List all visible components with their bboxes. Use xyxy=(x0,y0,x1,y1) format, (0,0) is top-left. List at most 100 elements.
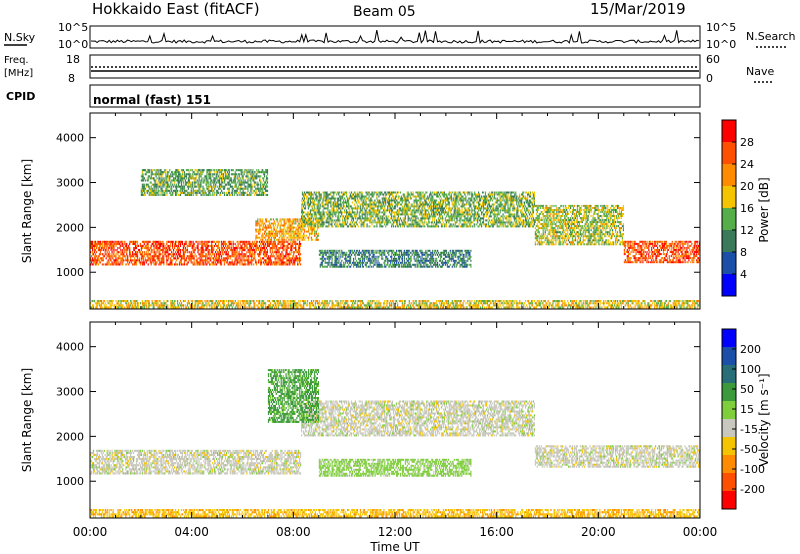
echo-cell xyxy=(399,209,401,212)
echo-cell xyxy=(389,199,391,202)
echo-cell xyxy=(135,261,138,264)
echo-cell xyxy=(141,244,143,247)
echo-cell xyxy=(444,217,446,220)
echo-cell xyxy=(321,257,323,260)
echo-cell xyxy=(458,207,460,210)
echo-cell xyxy=(440,211,443,214)
echo-cell xyxy=(332,203,334,206)
echo-cell xyxy=(330,211,332,214)
echo-cell xyxy=(373,221,375,224)
echo-cell xyxy=(478,215,480,218)
echo-cell xyxy=(453,213,455,216)
echo-cell xyxy=(453,191,455,194)
echo-cell xyxy=(323,251,325,254)
echo-cell xyxy=(448,205,450,208)
echo-cell xyxy=(506,211,508,214)
echo-cell xyxy=(200,249,202,252)
echo-cell xyxy=(415,217,417,220)
echo-cell xyxy=(427,223,429,226)
echo-cell xyxy=(318,195,320,198)
echo-cell xyxy=(362,217,364,220)
echo-cell xyxy=(393,199,396,202)
echo-cell xyxy=(276,244,278,247)
echo-cell xyxy=(266,257,268,260)
echo-cell xyxy=(272,236,274,239)
echo-cell xyxy=(310,226,312,229)
echo-cell xyxy=(481,223,483,226)
echo-cell xyxy=(342,225,344,228)
echo-cell xyxy=(473,215,475,218)
echo-cell xyxy=(404,219,406,222)
echo-cell xyxy=(349,211,352,214)
echo-cell xyxy=(404,199,406,202)
echo-cell xyxy=(431,225,433,228)
echo-cell xyxy=(366,215,368,218)
echo-cell xyxy=(342,207,344,210)
echo-cell xyxy=(486,213,489,216)
echo-cell xyxy=(170,263,172,266)
echo-cell xyxy=(424,225,426,228)
echo-cell xyxy=(299,253,301,256)
echo-cell xyxy=(237,240,239,243)
echo-cell xyxy=(201,259,203,262)
echo-cell xyxy=(426,213,428,216)
echo-cell xyxy=(226,253,228,256)
echo-cell xyxy=(357,225,359,228)
echo-cell xyxy=(491,223,493,226)
echo-cell xyxy=(478,201,480,204)
echo-cell xyxy=(397,217,399,220)
echo-cell xyxy=(374,213,376,216)
echo-cell xyxy=(355,195,357,198)
echo-cell xyxy=(259,236,261,239)
echo-cell xyxy=(361,201,363,204)
echo-cell xyxy=(344,209,346,212)
echo-cell xyxy=(478,203,480,206)
echo-cell xyxy=(249,242,251,245)
echo-cell xyxy=(463,221,465,224)
echo-cell xyxy=(512,213,514,216)
echo-cell xyxy=(431,203,433,206)
echo-cell xyxy=(529,201,532,204)
echo-cell xyxy=(269,247,271,250)
echo-cell xyxy=(248,249,250,252)
echo-cell xyxy=(371,223,373,226)
echo-cell xyxy=(212,244,214,247)
echo-cell xyxy=(514,219,516,222)
echo-cell xyxy=(369,207,371,210)
echo-cell xyxy=(304,203,307,206)
echo-cell xyxy=(264,251,266,254)
echo-cell xyxy=(122,261,124,264)
echo-cell xyxy=(272,240,274,243)
echo-cell xyxy=(372,219,374,222)
echo-cell xyxy=(478,195,480,198)
echo-cell xyxy=(328,261,330,264)
echo-cell xyxy=(473,223,475,226)
echo-cell xyxy=(418,223,420,226)
echo-cell xyxy=(486,197,489,200)
echo-cell xyxy=(281,238,283,241)
echo-cell xyxy=(276,263,278,266)
echo-cell xyxy=(487,223,489,226)
echo-cell xyxy=(296,259,298,262)
echo-cell xyxy=(228,263,230,266)
echo-cell xyxy=(170,259,172,262)
echo-cell xyxy=(484,207,487,210)
echo-cell xyxy=(112,240,114,243)
echo-cell xyxy=(525,197,527,200)
echo-cell xyxy=(408,207,410,210)
echo-cell xyxy=(408,223,410,226)
echo-cell xyxy=(434,203,436,206)
echo-cell xyxy=(275,232,277,235)
echo-cell xyxy=(254,255,256,258)
echo-cell xyxy=(465,213,467,216)
echo-cell xyxy=(270,230,272,233)
echo-cell xyxy=(113,242,115,245)
echo-cell xyxy=(521,221,523,224)
echo-cell xyxy=(259,224,261,227)
echo-cell xyxy=(312,225,314,228)
echo-cell xyxy=(491,209,493,212)
echo-cell xyxy=(469,203,471,206)
echo-cell xyxy=(249,244,251,247)
echo-cell xyxy=(247,263,249,266)
echo-cell xyxy=(295,228,297,231)
